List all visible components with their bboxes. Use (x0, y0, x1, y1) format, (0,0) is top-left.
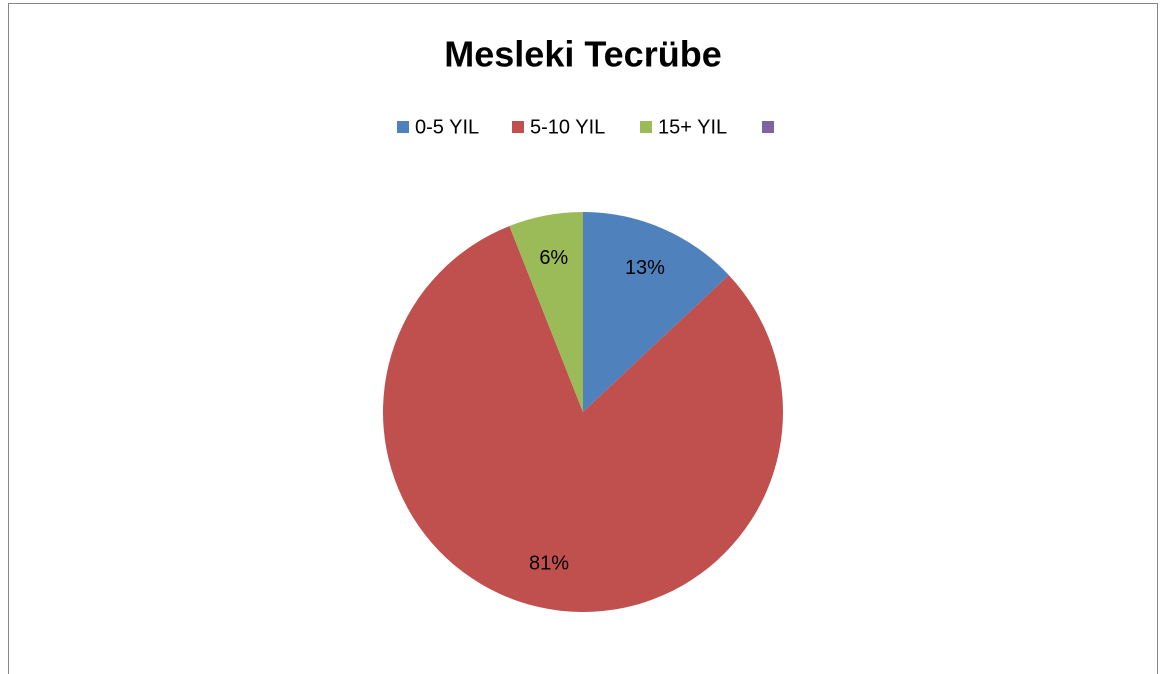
legend-swatch (397, 121, 409, 133)
pie-slice (382, 226, 783, 612)
chart-frame (8, 3, 1158, 674)
legend-label: 0-5 YIL (415, 116, 479, 138)
data-label: 13% (625, 257, 665, 279)
chart-title: Mesleki Tecrübe (444, 34, 721, 75)
data-label: 6% (539, 247, 568, 269)
pie-slice (583, 212, 729, 412)
legend-label: 15+ YIL (658, 116, 727, 138)
legend-swatch (762, 121, 774, 133)
legend-swatch (512, 121, 524, 133)
legend-swatch (640, 121, 652, 133)
pie-slice (509, 212, 583, 412)
data-label: 81% (529, 553, 569, 575)
legend-label: 5-10 YIL (530, 116, 605, 138)
